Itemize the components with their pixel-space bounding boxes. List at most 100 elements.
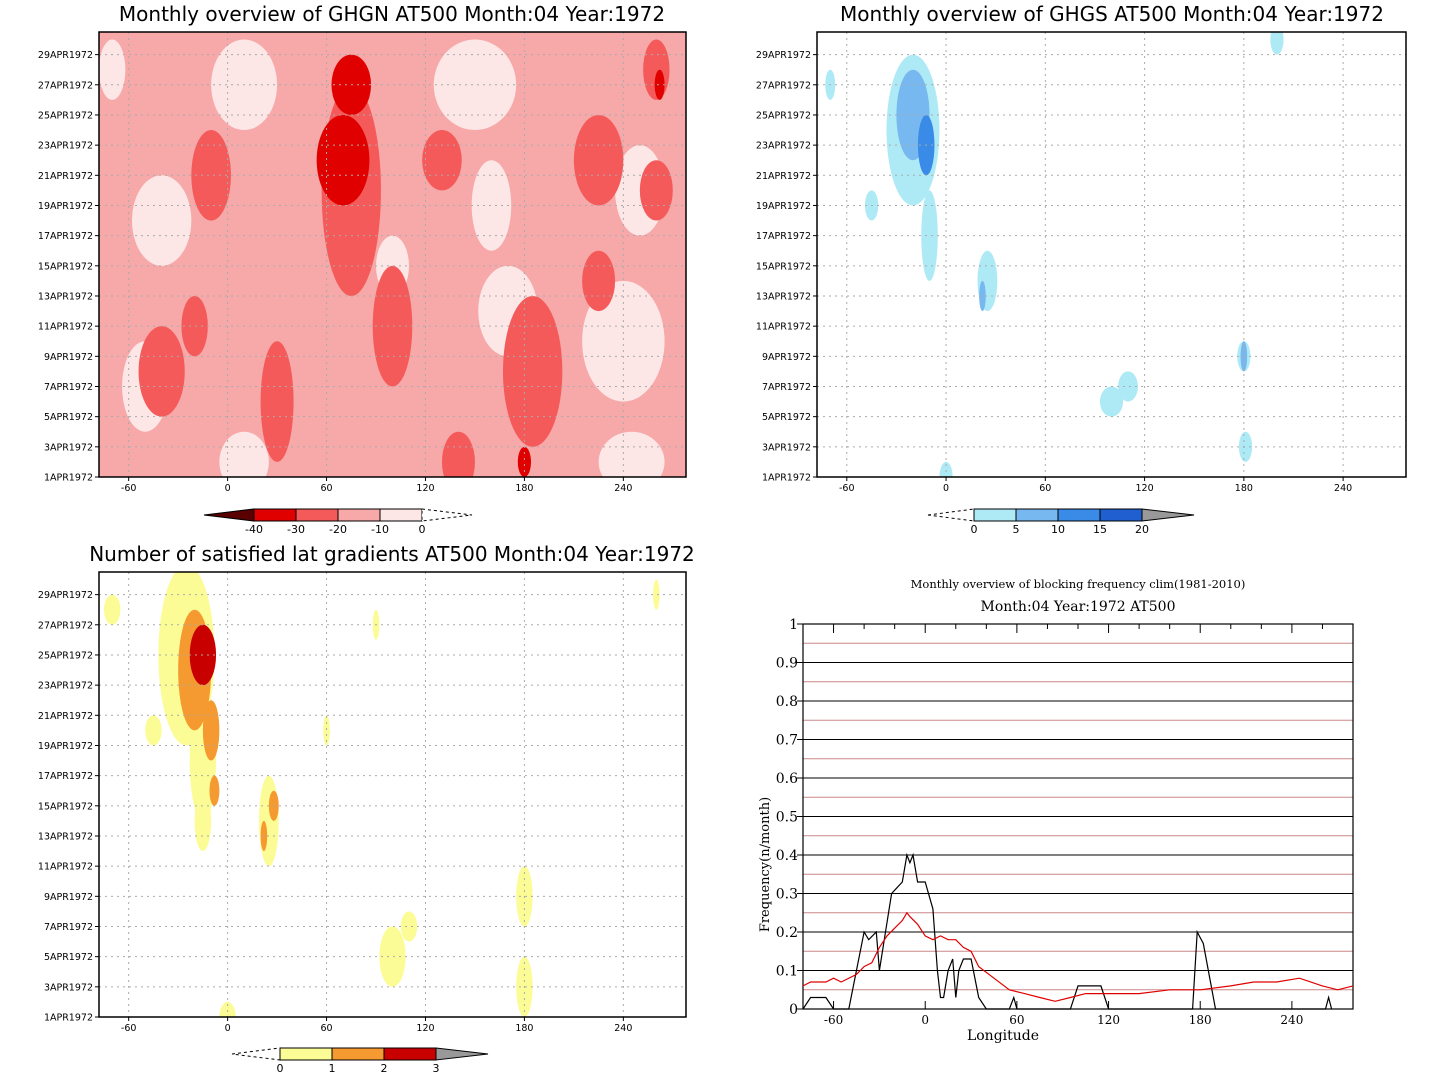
colorbar-extend-right — [435, 1047, 489, 1061]
x-tick-label: 240 — [1334, 483, 1352, 494]
x-tick-label: 60 — [1009, 1013, 1024, 1027]
contour-region — [219, 1001, 236, 1017]
colorbar-label: -30 — [287, 523, 305, 536]
heatmap-0: -60 0 60 120 180 240 1APR1972 3APR1972 5APR1972 7… — [38, 2, 687, 536]
colorbar-segment — [331, 1047, 385, 1061]
x-tick-label: 60 — [320, 483, 332, 494]
y-tick-label: 25APR1972 — [756, 110, 811, 121]
x-tick-label: 60 — [1039, 483, 1051, 494]
y-tick-label: 15APR1972 — [756, 261, 811, 272]
contour-region — [323, 715, 330, 746]
plot-frame — [98, 31, 687, 478]
y-tick-label: 5APR1972 — [44, 952, 93, 963]
y-tick-label: 29APR1972 — [756, 50, 811, 61]
series-line-1 — [802, 911, 1354, 1002]
y-tick-label: 5APR1972 — [762, 412, 811, 423]
contour-region — [219, 431, 269, 477]
contour-region — [379, 926, 406, 987]
colorbar-extend-left — [927, 508, 975, 522]
y-tick-label: 1 — [789, 617, 798, 633]
y-tick-label: 23APR1972 — [38, 681, 93, 692]
contour-region — [202, 700, 220, 761]
contour-region — [471, 160, 512, 251]
contour-region — [209, 775, 220, 806]
y-tick-label: 19APR1972 — [756, 201, 811, 212]
y-tick-label: 25APR1972 — [38, 650, 93, 661]
x-axis-label: Longitude — [967, 1028, 1039, 1044]
chart-title: Monthly overview of GHGS AT500 Month:04 … — [840, 2, 1384, 26]
x-tick-label: -60 — [121, 1023, 137, 1034]
y-tick-label: 1APR1972 — [44, 473, 93, 484]
y-tick-label: 0.7 — [776, 733, 798, 749]
plot-frame — [816, 31, 1407, 478]
x-tick-label: 180 — [1235, 483, 1253, 494]
contour-region — [99, 39, 126, 100]
colorbar-segment — [383, 1047, 437, 1061]
x-tick-label: 180 — [515, 1023, 533, 1034]
colorbar: -40 -30 -20 -10 0 — [203, 508, 473, 536]
colorbar-label: 5 — [1013, 523, 1020, 536]
x-tick-label: 120 — [1097, 1013, 1120, 1027]
x-tick-label: 0 — [225, 483, 231, 494]
y-tick-label: 9APR1972 — [44, 892, 93, 903]
x-tick-label: -60 — [121, 483, 137, 494]
contour-region — [433, 39, 517, 131]
contour-region — [191, 130, 231, 221]
x-tick-label: -60 — [839, 483, 855, 494]
colorbar-label: 2 — [381, 1062, 388, 1075]
y-tick-label: 13APR1972 — [38, 291, 93, 302]
x-tick-label: 120 — [1136, 483, 1154, 494]
colorbar-label: 1 — [329, 1062, 336, 1075]
x-tick-label: 120 — [416, 1023, 434, 1034]
contour-region — [441, 431, 475, 477]
x-tick-label: 0 — [225, 1023, 231, 1034]
contour-region — [422, 130, 462, 191]
contour-region — [131, 175, 192, 266]
contour-region — [316, 114, 370, 206]
x-tick-label: 240 — [614, 1023, 632, 1034]
contour-region — [138, 326, 185, 417]
contour-region — [400, 911, 418, 942]
x-tick-label: 180 — [515, 483, 533, 494]
y-tick-label: 27APR1972 — [38, 620, 93, 631]
chart-subtitle: Month:04 Year:1972 AT500 — [981, 599, 1176, 615]
y-tick-label: 0.5 — [776, 810, 798, 826]
colorbar-label: 20 — [1135, 523, 1149, 536]
colorbar-extend-left — [203, 508, 255, 522]
colorbar-extend-right — [1141, 508, 1195, 522]
y-tick-label: 0 — [789, 1002, 798, 1018]
heatmap-2: -60 0 60 120 180 2401APR19723APR19725APR19727… — [38, 542, 695, 1075]
contour-region — [582, 280, 665, 402]
contour-region — [1270, 32, 1284, 55]
colorbar-segment — [1057, 508, 1101, 522]
colorbar-extend-left — [231, 1047, 281, 1061]
colorbar-segment — [1099, 508, 1143, 522]
contour-region — [639, 160, 673, 221]
contour-region — [260, 820, 268, 852]
colorbar: 0 1 2 3 — [231, 1047, 489, 1075]
contour-region — [979, 280, 986, 312]
y-tick-label: 29APR1972 — [38, 590, 93, 601]
y-tick-label: 0.2 — [776, 925, 798, 941]
y-tick-label: 13APR1972 — [756, 291, 811, 302]
contour-region — [145, 715, 162, 746]
contour-region — [582, 250, 616, 312]
y-tick-label: 23APR1972 — [756, 141, 811, 152]
y-tick-label: 27APR1972 — [756, 80, 811, 91]
x-tick-label: 180 — [1189, 1013, 1212, 1027]
y-tick-label: 0.4 — [776, 848, 798, 864]
x-tick-label: 0 — [943, 483, 949, 494]
y-tick-label: 19APR1972 — [38, 201, 93, 212]
chart-title: Monthly overview of GHGN AT500 Month:04 … — [119, 2, 665, 26]
y-tick-label: 17APR1972 — [756, 231, 811, 242]
colorbar-segment — [379, 508, 423, 522]
y-tick-label: 17APR1972 — [38, 231, 93, 242]
colorbar-label: -20 — [329, 523, 347, 536]
colorbar-segment — [973, 508, 1017, 522]
x-tick-label: 0 — [921, 1013, 929, 1027]
x-tick-label: 120 — [416, 483, 434, 494]
contour-region — [653, 579, 660, 610]
contour-region — [939, 461, 953, 477]
contour-region — [194, 790, 212, 852]
y-tick-label: 7APR1972 — [44, 382, 93, 393]
